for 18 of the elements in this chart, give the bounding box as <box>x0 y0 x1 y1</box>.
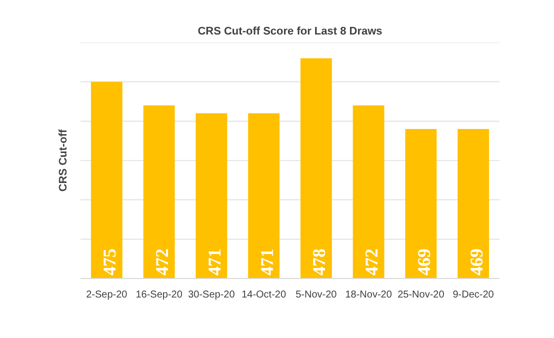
x-tick-label: 16-Sep-20 <box>136 290 183 300</box>
data-label: 478 <box>309 248 330 276</box>
y-axis-title: CRS Cut-off <box>58 129 70 192</box>
x-tick-label: 2-Sep-20 <box>86 290 128 300</box>
chart-title: CRS Cut-off Score for Last 8 Draws <box>198 26 382 38</box>
x-tick-label: 18-Nov-20 <box>345 290 392 300</box>
data-label: 472 <box>152 248 172 276</box>
data-label: 472 <box>362 248 382 276</box>
x-tick-label: 14-Oct-20 <box>242 290 286 300</box>
x-tick-label: 25-Nov-20 <box>398 290 445 300</box>
x-tick-label: 5-Nov-20 <box>296 290 338 300</box>
data-label: 471 <box>204 248 224 276</box>
x-tick-label: 9-Dec-20 <box>452 290 494 300</box>
x-tick-label: 30-Sep-20 <box>188 290 236 300</box>
data-label: 475 <box>100 248 120 276</box>
data-label: 469 <box>414 248 434 276</box>
data-label: 471 <box>256 248 277 276</box>
data-label: 469 <box>466 248 486 276</box>
